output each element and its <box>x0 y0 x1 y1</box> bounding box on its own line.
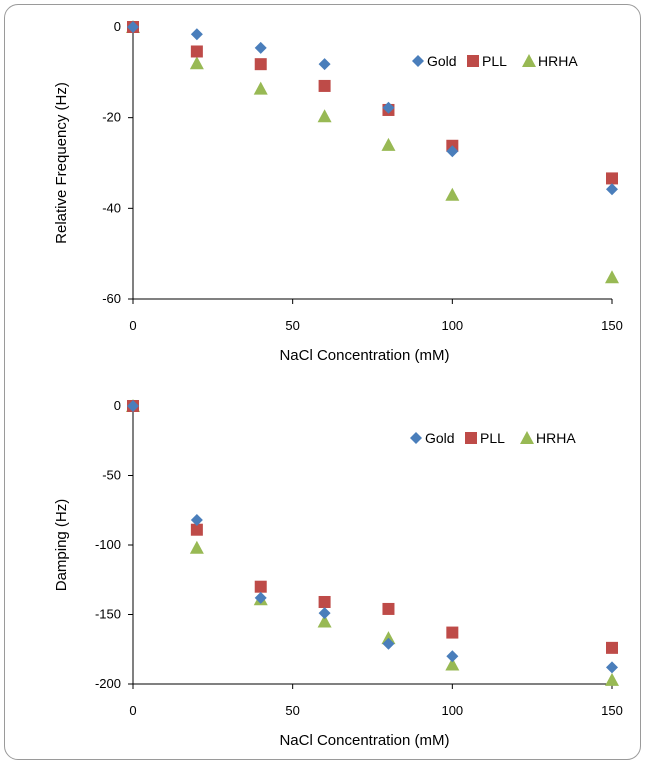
data-point-pll <box>446 626 459 639</box>
data-point-pll <box>254 58 267 71</box>
y-tick-label: -60 <box>102 291 121 306</box>
data-point-gold <box>190 28 203 41</box>
x-tick-label: 0 <box>129 318 136 333</box>
data-point-pll <box>318 79 331 92</box>
frequency-chart: 0 -20 -40 -60 0 50 100 150 NaCl Concentration (m… <box>53 19 623 364</box>
y-tick-label: -100 <box>95 537 121 552</box>
data-point-gold <box>254 41 267 54</box>
data-point-gold <box>127 21 139 33</box>
y-axis-label: Damping (Hz) <box>53 499 70 592</box>
data-point-pll <box>382 602 395 615</box>
x-tick-label: 100 <box>441 703 463 718</box>
damping-chart: 0 -50 -100 -150 -200 0 50 100 150 NaCl Concentrat… <box>53 398 623 749</box>
legend-marker-pll <box>467 55 479 67</box>
chart-frame <box>4 4 641 760</box>
data-point-hrha <box>317 109 332 123</box>
data-point-gold <box>127 400 139 412</box>
y-tick-label: 0 <box>114 19 121 34</box>
legend-label-pll: PLL <box>482 53 507 69</box>
legend-label-hrha: HRHA <box>538 53 578 69</box>
legend-marker-gold <box>412 55 424 67</box>
legend-label-pll: PLL <box>480 430 505 446</box>
data-point-pll <box>190 45 203 58</box>
y-tick-label: 0 <box>114 398 121 413</box>
x-tick-label: 100 <box>441 318 463 333</box>
data-point-hrha <box>381 631 396 645</box>
data-point-gold <box>446 650 459 663</box>
data-point-gold <box>382 101 395 114</box>
data-point-hrha <box>189 56 204 70</box>
x-tick-label: 0 <box>129 703 136 718</box>
legend-marker-hrha <box>522 54 536 67</box>
data-point-gold <box>318 607 331 620</box>
data-point-gold <box>318 58 331 71</box>
legend-label-hrha: HRHA <box>536 430 576 446</box>
y-tick-label: -200 <box>95 676 121 691</box>
x-tick-label: 150 <box>601 318 623 333</box>
data-point-gold <box>606 661 618 674</box>
data-point-gold <box>190 513 203 526</box>
y-axis-label: Relative Frequency (Hz) <box>53 82 70 244</box>
data-point-pll <box>606 641 618 654</box>
x-axis-label: NaCl Concentration (mM) <box>279 732 449 749</box>
y-tick-label: -150 <box>95 607 121 622</box>
data-point-pll <box>190 523 203 536</box>
data-point-gold <box>382 637 395 650</box>
x-axis-label: NaCl Concentration (mM) <box>279 347 449 364</box>
y-tick-label: -20 <box>102 110 121 125</box>
data-point-gold <box>606 183 618 196</box>
data-point-gold <box>446 145 459 158</box>
x-tick-label: 50 <box>285 318 299 333</box>
x-tick-label: 150 <box>601 703 623 718</box>
data-point-gold <box>254 591 267 604</box>
legend-marker-gold <box>410 432 422 444</box>
legend-marker-pll <box>465 432 477 444</box>
data-point-hrha <box>445 187 460 201</box>
data-point-pll <box>254 580 267 593</box>
data-point-hrha <box>253 81 268 95</box>
data-point-hrha <box>317 614 332 628</box>
y-tick-label: -50 <box>102 468 121 483</box>
x-tick-label: 50 <box>285 703 299 718</box>
data-point-pll <box>318 595 331 608</box>
legend-label-gold: Gold <box>427 53 457 69</box>
y-tick-label: -40 <box>102 200 121 215</box>
legend: Gold PLL HRHA <box>410 430 576 446</box>
data-point-hrha <box>605 270 619 284</box>
legend-marker-hrha <box>520 431 534 444</box>
data-point-hrha <box>381 137 396 151</box>
data-point-hrha <box>605 672 619 686</box>
data-point-hrha <box>189 540 204 554</box>
legend: Gold PLL HRHA <box>412 53 578 69</box>
legend-label-gold: Gold <box>425 430 455 446</box>
data-point-pll <box>606 172 618 185</box>
data-point-hrha <box>445 657 460 671</box>
